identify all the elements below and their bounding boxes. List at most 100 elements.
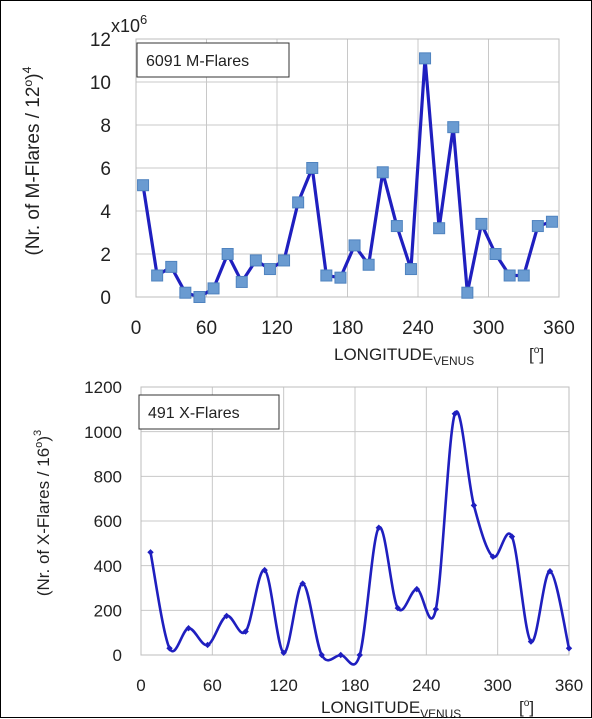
x-tick-label: 60 <box>203 676 222 695</box>
y-tick-label: 4 <box>100 202 111 223</box>
chart-x-flares: 0 60 120 180 240 300 360 0 200 400 600 800 1000 1200 4… <box>32 378 583 719</box>
data-point <box>337 651 344 659</box>
data-point <box>451 410 459 417</box>
data-point <box>433 222 446 235</box>
data-point <box>249 254 262 267</box>
x-tick-label: 180 <box>341 676 369 695</box>
data-point <box>165 260 178 273</box>
x-axis-unit: [o] <box>519 698 534 717</box>
data-point <box>508 533 516 540</box>
data-point <box>207 282 220 295</box>
y-axis-label-degree: o <box>33 442 45 448</box>
series-line <box>149 410 571 666</box>
data-point <box>179 286 192 299</box>
data-point <box>545 215 558 228</box>
x-tick-label: 240 <box>412 676 440 695</box>
data-point <box>404 263 417 276</box>
y-axis-multiplier-exp: 6 <box>140 12 147 27</box>
y-axis-label-main: (Nr. of X-Flares / 16 <box>34 448 53 596</box>
legend-box: 491 X-Flares <box>138 394 280 430</box>
y-tick-label: 200 <box>94 601 122 620</box>
data-point <box>470 502 478 509</box>
x-tick-label: 300 <box>483 676 511 695</box>
data-point <box>334 271 347 284</box>
x-axis-label: LONGITUDEVENUS <box>321 698 461 719</box>
y-axis-label-exp: 4 <box>20 66 34 73</box>
data-point <box>565 645 573 652</box>
data-point <box>348 239 361 252</box>
data-point <box>306 162 319 174</box>
y-tick-label: 800 <box>94 467 122 486</box>
data-point <box>546 568 554 575</box>
chart-m-flares: 0 60 120 180 240 300 360 0 2 4 6 8 10 12 6091 M-Flares… <box>20 12 575 368</box>
legend-box: 6091 M-Flares <box>136 42 290 78</box>
data-point <box>432 606 440 613</box>
y-axis-label-close: ) <box>23 73 44 79</box>
y-axis-label-exp: 3 <box>32 430 44 436</box>
data-point <box>362 258 375 271</box>
data-point <box>320 269 333 282</box>
legend-label: 491 X-Flares <box>148 405 240 422</box>
data-point <box>517 269 530 282</box>
x-axis-unit-close: ] <box>529 698 534 717</box>
data-point <box>263 263 276 276</box>
x-axis-label-sub: VENUS <box>433 354 474 368</box>
data-point <box>292 196 305 209</box>
data-point <box>193 291 206 303</box>
data-point <box>356 651 363 659</box>
y-tick-label: 0 <box>113 646 122 665</box>
x-axis-label-sub: VENUS <box>420 707 461 719</box>
y-tick-label: 1200 <box>84 378 122 397</box>
data-point <box>489 248 502 260</box>
plot-frame <box>140 386 570 656</box>
x-axis-unit-open: [ <box>519 698 524 717</box>
y-axis-multiplier: x106 <box>111 12 147 36</box>
y-tick-label: 0 <box>100 288 111 309</box>
y-tick-label: 8 <box>100 116 111 137</box>
x-tick-label: 300 <box>473 318 505 339</box>
data-point <box>242 628 249 635</box>
data-point <box>278 254 291 267</box>
y-axis-label: (Nr. of X-Flares / 16o)3 <box>32 430 53 596</box>
y-tick-label: 2 <box>100 245 111 266</box>
data-point <box>299 580 306 587</box>
x-tick-label: 60 <box>196 318 217 339</box>
y-tick-label: 10 <box>90 73 111 94</box>
y-tick-label: 400 <box>94 557 122 576</box>
y-axis-label-main: (Nr. of M-Flares / 12 <box>23 87 44 256</box>
x-tick-label: 120 <box>269 676 297 695</box>
y-tick-label: 1000 <box>84 423 122 442</box>
y-axis-multiplier-base: x10 <box>111 16 140 36</box>
y-tick-label: 600 <box>94 512 122 531</box>
x-tick-label: 180 <box>332 318 364 339</box>
data-point <box>531 220 544 233</box>
data-point <box>475 217 488 230</box>
data-point <box>447 121 460 134</box>
data-point <box>318 651 325 659</box>
data-point <box>419 52 432 65</box>
y-tick-label: 12 <box>90 30 111 51</box>
data-point <box>147 549 154 556</box>
y-axis-label: (Nr. of M-Flares / 12o)4 <box>20 66 44 255</box>
y-axis-label-close: ) <box>34 436 53 442</box>
data-point <box>235 275 248 288</box>
x-tick-label: 0 <box>136 676 145 695</box>
x-tick-label: 0 <box>131 318 142 339</box>
data-point <box>221 248 234 260</box>
x-tick-label: 360 <box>555 676 583 695</box>
legend-frame <box>138 394 280 430</box>
x-tick-label: 120 <box>261 318 293 339</box>
data-point <box>151 269 164 282</box>
x-axis-unit-close: ] <box>539 345 544 364</box>
data-point <box>527 638 535 645</box>
y-tick-label: 6 <box>100 159 111 180</box>
x-axis-unit-degree: o <box>534 345 540 356</box>
x-axis-label-main: LONGITUDE <box>321 698 420 717</box>
x-tick-label: 240 <box>402 318 434 339</box>
plot-frame <box>135 38 560 298</box>
data-point <box>137 179 150 192</box>
x-tick-label: 360 <box>543 318 575 339</box>
y-axis-label-degree: o <box>21 80 35 87</box>
legend-label: 6091 M-Flares <box>146 53 249 70</box>
